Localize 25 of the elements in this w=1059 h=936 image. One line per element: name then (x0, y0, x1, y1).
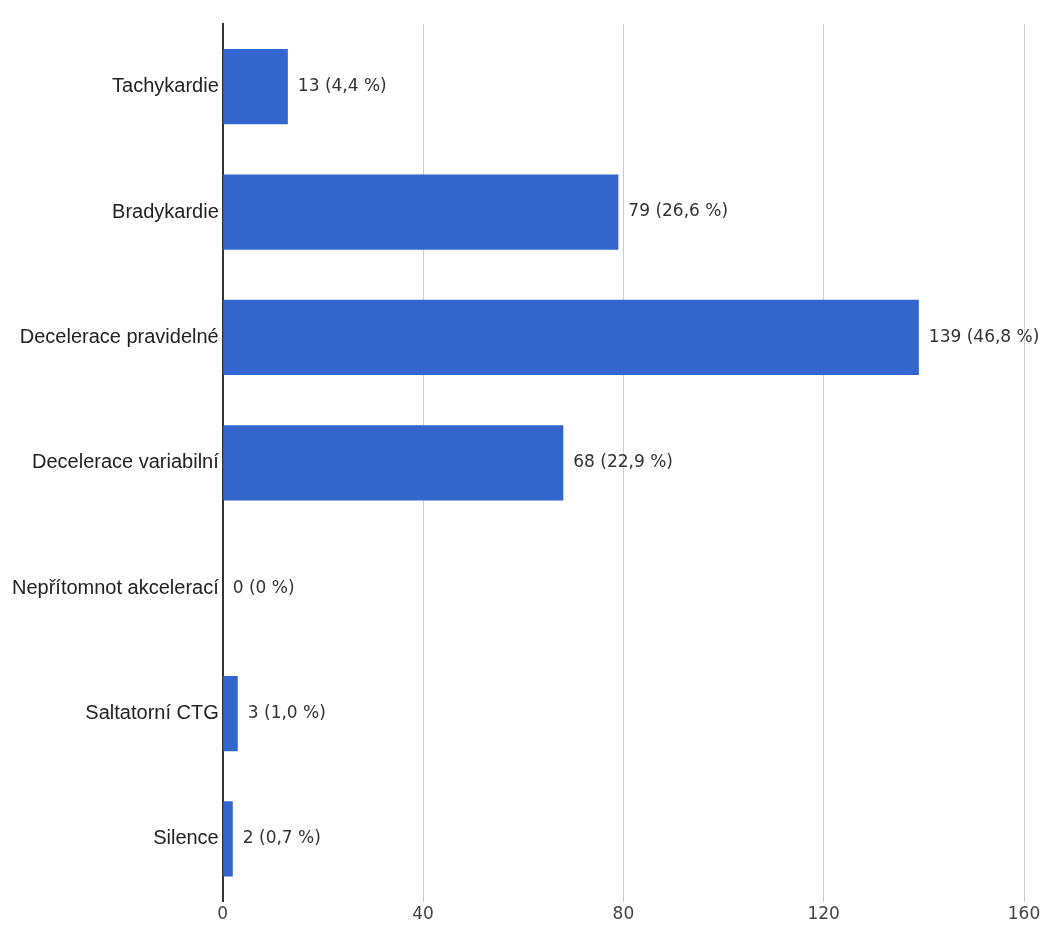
y-tick-label: Bradykardie (112, 199, 219, 222)
data-label: 0 (0 %) (232, 576, 295, 597)
x-tick-label: 0 (217, 903, 229, 924)
x-tick-label: 160 (1007, 903, 1041, 924)
y-tick-label: Silence (153, 826, 219, 849)
bar (223, 675, 238, 752)
data-label: 79 (26,6 %) (628, 200, 729, 221)
x-tick-label: 120 (807, 903, 840, 924)
bar (223, 299, 919, 376)
data-label: 68 (22,9 %) (573, 451, 673, 472)
bar (223, 425, 564, 501)
bar (223, 49, 288, 125)
x-tick-label: 80 (612, 903, 635, 924)
data-label: 13 (4,4 %) (297, 75, 387, 96)
data-label: 2 (0,7 %) (242, 827, 321, 848)
x-tick-label: 40 (412, 903, 434, 924)
y-tick-label: Nepřítomnot akcelerací (11, 575, 220, 598)
y-tick-label: Saltatorní CTG (85, 701, 219, 724)
y-tick-label: Tachykardie (112, 74, 219, 97)
data-label: 3 (1,0 %) (247, 701, 326, 722)
data-label: 139 (46,8 %) (928, 325, 1040, 346)
bar (223, 174, 619, 250)
y-tick-label: Decelerace pravidelné (19, 324, 219, 347)
bar (223, 801, 233, 877)
y-tick-label: Decelerace variabilní (31, 450, 220, 473)
